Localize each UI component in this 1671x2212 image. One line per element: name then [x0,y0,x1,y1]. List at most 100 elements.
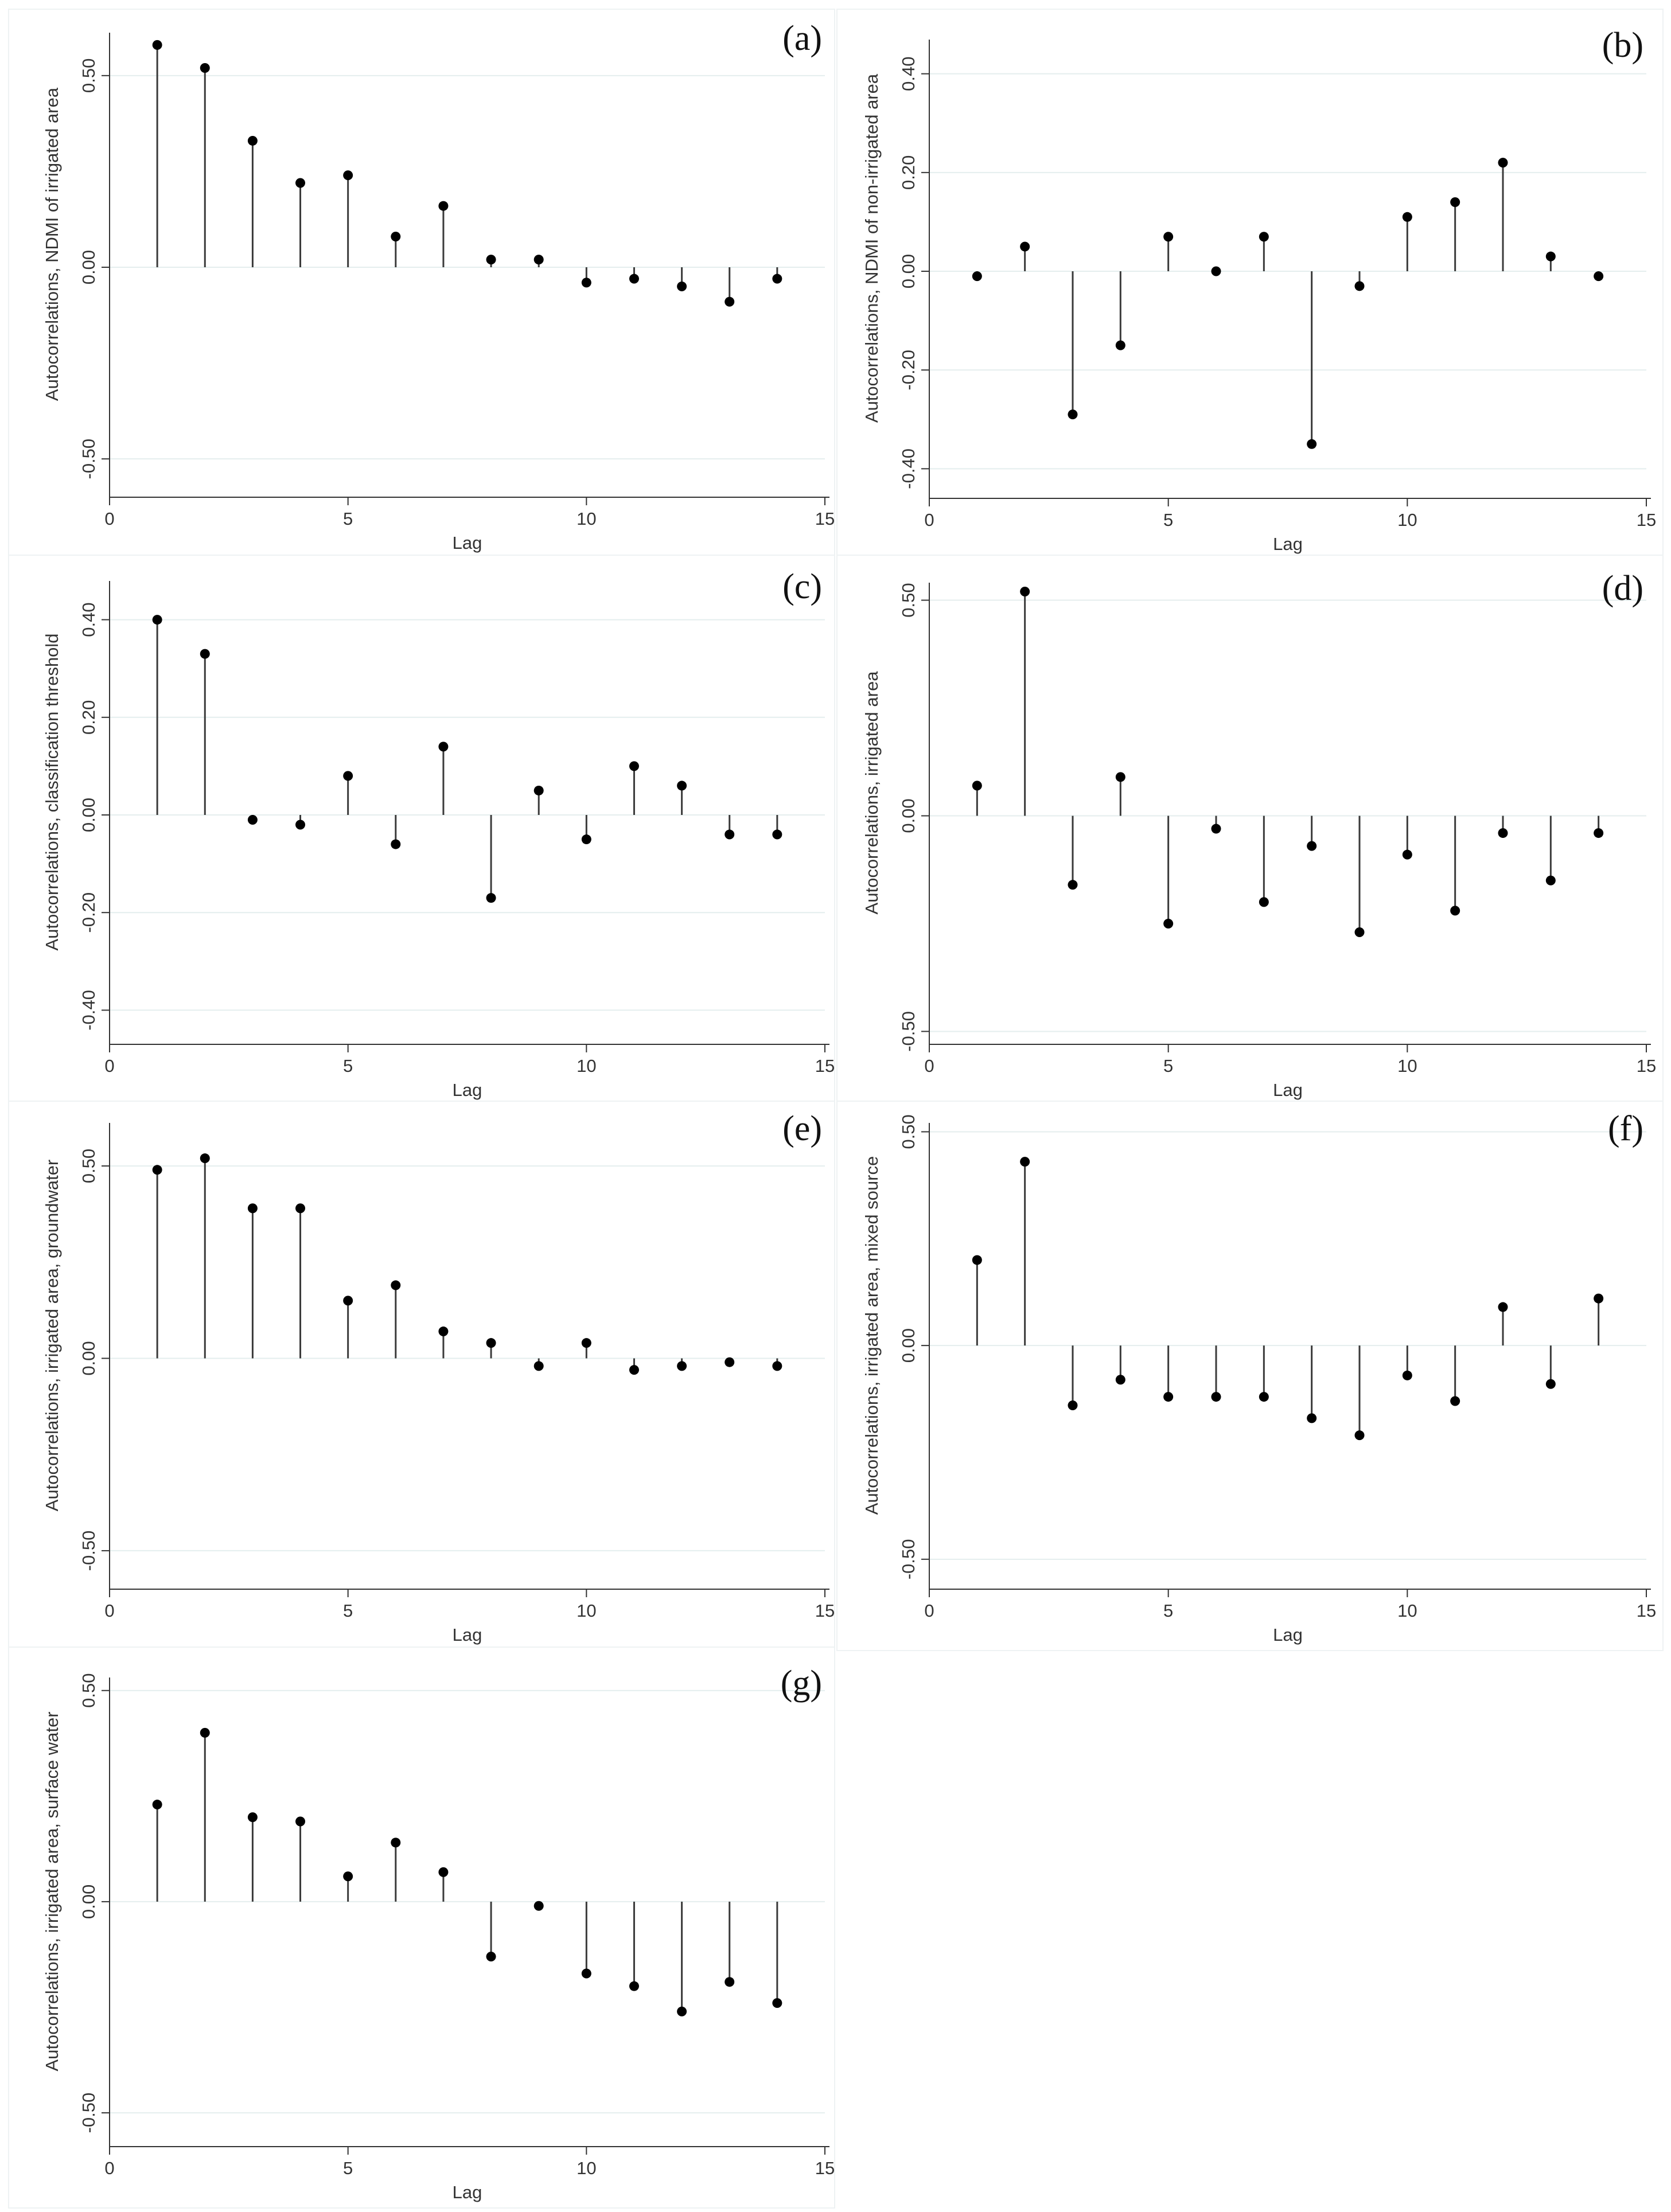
x-tick-label: 5 [343,509,353,529]
chart-panel-c: -0.40 -0.20 0.00 0.20 0.40 0 5 10 15 Lag Autocorre… [8,555,835,1105]
data-point [1450,906,1460,916]
y-tick-label: -0.40 [79,990,99,1031]
data-point [438,742,449,752]
data-point [1450,1396,1460,1406]
x-tick-label: 10 [1397,510,1417,530]
data-point [1259,1392,1269,1402]
chart-svg: -0.50 0.00 0.50 0 5 10 15 Lag Autocorrelations, … [42,19,835,553]
chart-svg: -0.40 -0.20 0.00 0.20 0.40 0 5 10 15 Lag Autocorre… [42,567,835,1100]
x-tick-label: 10 [1397,1601,1417,1621]
x-axis-title: Lag [453,1625,482,1645]
y-axis-title: Autocorrelations, irrigated area [862,671,882,915]
data-point [200,63,210,73]
data-point [1402,1370,1412,1380]
x-tick-label: 0 [924,510,934,530]
chart-panel-g: -0.50 0.00 0.50 0 5 10 15 Lag Autocorrelations, … [8,1647,835,2209]
x-tick-label: 15 [815,1056,835,1076]
y-tick-label: 0.00 [79,798,99,832]
panel-label: (f) [1608,1109,1643,1148]
data-point [1594,1293,1604,1304]
data-point [1068,880,1078,890]
data-point [725,1977,735,1987]
data-point [1020,241,1030,252]
chart-svg: -0.50 0.00 0.50 0 5 10 15 Lag Autocorrelations, … [42,1109,835,1645]
data-point [1545,251,1556,262]
data-point [772,1361,782,1371]
data-point [1115,1375,1125,1385]
data-point [581,834,591,845]
data-point [391,232,401,242]
y-tick-label: 0.50 [79,58,99,93]
data-point [772,274,782,284]
x-tick-label: 15 [815,509,835,529]
chart-panel-f: -0.50 0.00 0.50 0 5 10 15 Lag Autocorrelations, … [836,1101,1664,1651]
x-tick-label: 0 [104,1601,114,1621]
data-point [438,1867,449,1877]
data-point [1020,587,1030,597]
data-point [1498,1302,1508,1312]
data-point [677,2006,687,2016]
y-tick-label: -0.20 [898,350,918,391]
data-point [247,1203,258,1214]
data-point [629,1365,639,1375]
data-point [486,1952,496,1962]
data-point [343,170,353,181]
x-tick-label: 10 [577,509,596,529]
data-point [581,1968,591,1979]
data-point [343,771,353,781]
data-point [152,615,162,625]
data-point [772,829,782,840]
x-tick-label: 15 [815,1601,835,1621]
x-axis-title: Lag [1273,1080,1303,1100]
x-tick-label: 15 [1637,510,1656,530]
data-point [1594,828,1604,838]
data-point [152,1165,162,1175]
y-tick-label: -0.40 [898,448,918,489]
data-point [1594,271,1604,282]
panel-label: (c) [782,567,822,606]
data-point [772,1998,782,2008]
y-tick-label: -0.50 [898,1539,918,1579]
data-point [1259,897,1269,907]
data-point [725,297,735,307]
data-point [972,1255,982,1265]
panel-label: (b) [1602,26,1643,65]
chart-panel-d: -0.50 0.00 0.50 0 5 10 15 Lag Autocorrelations, … [836,555,1664,1105]
data-point [1115,340,1125,350]
y-axis-title: Autocorrelations, irrigated area, mixed … [862,1156,882,1515]
x-tick-label: 10 [1397,1056,1417,1076]
data-point [629,274,639,284]
data-point [1115,772,1125,782]
data-point [200,1153,210,1164]
data-point [1354,281,1365,291]
y-tick-label: 0.50 [898,1114,918,1149]
data-point [247,815,258,825]
y-tick-label: 0.00 [898,798,918,833]
x-tick-label: 15 [815,2158,835,2178]
data-point [677,781,687,791]
y-tick-label: 0.00 [79,250,99,284]
x-tick-label: 15 [1637,1056,1656,1076]
x-tick-label: 0 [104,1056,114,1076]
data-point [486,1338,496,1348]
x-tick-label: 0 [104,509,114,529]
data-point [629,1981,639,1991]
chart-svg: -0.50 0.00 0.50 0 5 10 15 Lag Autocorrelations, … [862,1109,1656,1645]
data-point [295,820,306,830]
data-point [1307,1413,1317,1423]
x-tick-label: 5 [1163,1056,1173,1076]
data-point [972,271,982,282]
panel-label: (e) [782,1109,822,1148]
y-tick-label: 0.00 [898,1328,918,1363]
y-axis-title: Autocorrelations, NDMI of non-irrigated … [862,73,882,423]
data-point [677,1361,687,1371]
y-tick-label: 0.50 [898,583,918,617]
data-point [1498,828,1508,838]
data-point [533,255,544,265]
data-point [629,761,639,771]
data-point [1211,1392,1221,1402]
data-point [1163,1392,1174,1402]
x-tick-label: 5 [343,1056,353,1076]
data-point [725,829,735,840]
x-tick-label: 15 [1637,1601,1656,1621]
